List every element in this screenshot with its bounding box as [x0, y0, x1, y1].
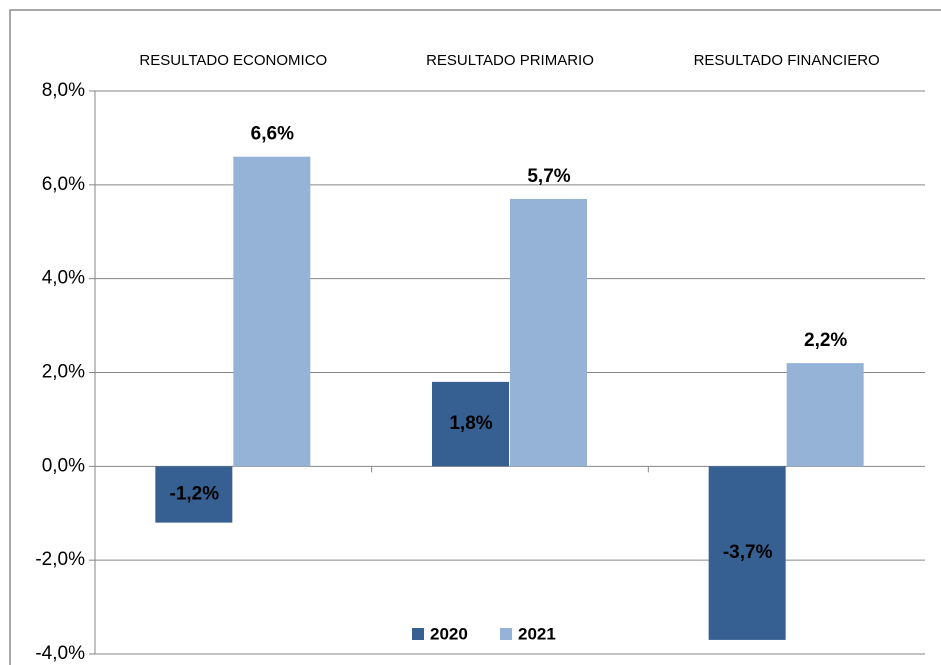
value-label: 2,2% — [804, 330, 847, 351]
y-tick-label: 8,0% — [42, 80, 85, 101]
category-label: RESULTADO ECONOMICO — [139, 52, 327, 69]
value-label: -3,7% — [723, 542, 773, 563]
bar — [510, 198, 587, 467]
bar — [233, 156, 311, 467]
y-tick-label: 0,0% — [42, 455, 85, 476]
y-tick-label: 2,0% — [42, 362, 85, 383]
y-tick-label: 6,0% — [42, 174, 85, 195]
legend-label: 2020 — [430, 624, 468, 643]
y-tick-label: -4,0% — [35, 643, 85, 664]
y-tick-label: 4,0% — [42, 268, 85, 289]
value-label: 1,8% — [449, 413, 492, 434]
y-tick-label: -2,0% — [35, 549, 85, 570]
value-label: 6,6% — [251, 124, 294, 145]
legend-swatch — [500, 628, 512, 640]
value-label: -1,2% — [170, 483, 220, 504]
bar — [786, 363, 864, 467]
bar — [155, 466, 233, 523]
bar — [708, 466, 786, 640]
category-label: RESULTADO PRIMARIO — [426, 52, 594, 69]
legend-swatch — [412, 628, 424, 640]
bar — [432, 381, 509, 467]
category-label: RESULTADO FINANCIERO — [694, 52, 880, 69]
chart-border — [9, 9, 941, 665]
value-label: 5,7% — [527, 166, 570, 187]
legend-label: 2021 — [518, 624, 556, 643]
